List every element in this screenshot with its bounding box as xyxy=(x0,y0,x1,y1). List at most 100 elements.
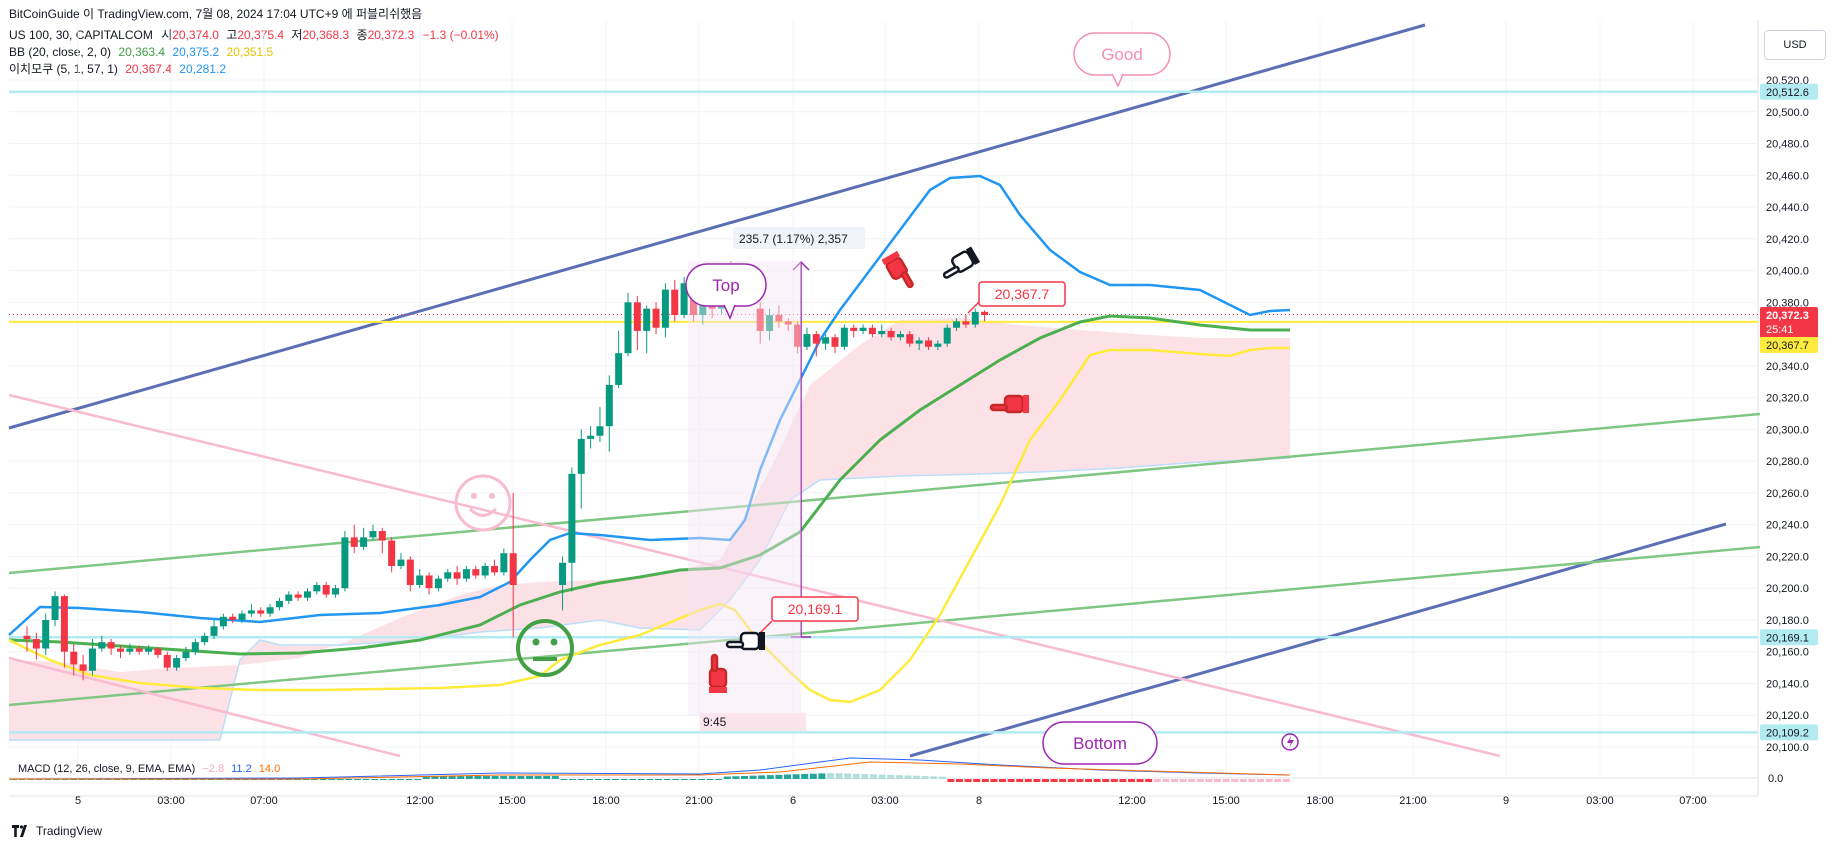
candle-body xyxy=(257,610,265,614)
price-tick-label: 20,260.0 xyxy=(1766,488,1809,500)
macd-hist-bar xyxy=(801,773,809,779)
candle-body xyxy=(313,585,321,592)
time-axis[interactable]: 5 03:00 07:00 12:00 15:00 18:00 21:00 6 03:00 8 12… xyxy=(75,795,1707,807)
macd-hist-bar xyxy=(543,776,551,779)
candle-body xyxy=(840,327,848,347)
macd-hist-bar xyxy=(508,776,516,779)
candle-body xyxy=(652,308,660,328)
ichimoku-label[interactable]: 이치모쿠 (5, 1, 57, 1) xyxy=(9,62,118,76)
candle-body xyxy=(784,321,792,325)
currency-button[interactable]: USD xyxy=(1764,30,1826,60)
candle-body xyxy=(605,384,613,427)
ichimoku-row: 이치모쿠 (5, 1, 57, 1) 20,367.4 20,281.2 xyxy=(9,61,499,78)
candle-body xyxy=(322,585,330,595)
callout-high-label[interactable]: 20,367.7 xyxy=(995,286,1050,302)
macd-hist-value: −2.8 xyxy=(202,763,225,775)
callout-low-box[interactable] xyxy=(771,596,859,622)
good-bubble-tail xyxy=(1111,73,1124,88)
green-trendline-lower[interactable] xyxy=(8,545,1761,707)
time-tick-label: 07:00 xyxy=(1679,795,1707,807)
smiley-eye-right xyxy=(489,493,495,499)
macd-hist-bar xyxy=(861,774,869,779)
candle-body xyxy=(350,537,358,547)
smiley-eye-left xyxy=(471,493,477,499)
price-tick-label: 20,480.0 xyxy=(1766,139,1809,151)
candle-body xyxy=(453,572,461,579)
macd-hist-bar xyxy=(680,779,688,780)
channel-line-lower[interactable] xyxy=(909,522,1727,758)
callout-high-box[interactable] xyxy=(978,281,1066,307)
macd-signal-line xyxy=(9,761,1291,780)
time-tick-label: 15:00 xyxy=(498,795,526,807)
macd-hist-bar xyxy=(758,775,766,779)
price-axis[interactable]: 20,520.020,500.020,480.020,460.020,440.0… xyxy=(1760,75,1818,785)
macd-hist-bar xyxy=(397,779,404,780)
pointing-hand-down-icon xyxy=(881,250,914,289)
candle-body xyxy=(201,635,209,643)
bb-label[interactable]: BB (20, close, 2, 0) xyxy=(9,45,112,59)
bb-upper-value: 20,375.2 xyxy=(172,45,220,59)
macd-hist-bar xyxy=(405,779,413,780)
bottom-label[interactable]: Bottom xyxy=(1073,734,1127,753)
bb-basis-line xyxy=(8,314,1290,656)
macd-hist-bar xyxy=(319,779,327,780)
callout-low-label[interactable]: 20,169.1 xyxy=(788,601,843,617)
green-trendline-upper[interactable] xyxy=(8,412,1761,575)
ichimoku-value-1: 20,367.4 xyxy=(125,62,172,76)
price-tick-label: 20,180.0 xyxy=(1766,615,1809,627)
neutral-eye-right xyxy=(550,638,558,646)
candle-body xyxy=(661,289,669,328)
macd-hist-bar xyxy=(526,776,533,779)
top-label[interactable]: Top xyxy=(712,276,739,295)
macd-hist-bar xyxy=(715,779,723,780)
measure-label[interactable]: 235.7 (1.17%) 2,357 xyxy=(739,232,848,246)
bb-upper-line xyxy=(8,174,1291,636)
horizontal-lines[interactable] xyxy=(9,90,1758,734)
annotations[interactable]: 235.7 (1.17%) 2,357 9:45 Top Good Bottom 20,1… xyxy=(454,32,1299,765)
macd-hist-bar xyxy=(500,776,508,779)
low-value: 20,368.3 xyxy=(302,28,350,42)
price-tick-label: 20,140.0 xyxy=(1766,678,1809,690)
time-range-label: 9:45 xyxy=(703,715,727,729)
pink-trendline-upper[interactable] xyxy=(8,393,1501,758)
macd-hist-bar xyxy=(483,776,490,779)
macd-hist-bar xyxy=(1282,779,1290,782)
candle-body xyxy=(416,575,424,586)
time-tick-label: 12:00 xyxy=(406,795,434,807)
macd-hist-bar xyxy=(990,779,998,782)
macd-hist-bar xyxy=(1085,779,1092,782)
top-bubble-tail xyxy=(723,304,736,320)
candle-body xyxy=(425,575,433,589)
pointing-hand-up-icon xyxy=(708,653,728,693)
macd-hist-bar xyxy=(895,775,903,779)
macd-label[interactable]: MACD (12, 26, close, 9, EMA, EMA) xyxy=(18,763,196,775)
price-tick-label: 20,500.0 xyxy=(1766,107,1809,119)
macd-hist-bar xyxy=(852,773,860,779)
good-label[interactable]: Good xyxy=(1101,45,1143,64)
time-tick-label: 07:00 xyxy=(250,795,278,807)
candle-body xyxy=(191,642,199,652)
footer-text: TradingView xyxy=(36,824,103,838)
price-tick-label: 20,320.0 xyxy=(1766,393,1809,405)
candle-body xyxy=(981,311,989,316)
macd-hist-bar xyxy=(655,779,662,780)
candle-body xyxy=(210,626,218,636)
lightning-icon[interactable] xyxy=(1281,733,1299,751)
macd-hist-bar xyxy=(1033,779,1041,782)
candle-body xyxy=(42,619,50,649)
macd-hist-bar xyxy=(1239,779,1247,782)
candle-body xyxy=(23,635,31,640)
macd-hist-bar xyxy=(766,775,774,779)
macd-pane xyxy=(8,757,1291,782)
time-tick-label: 03:00 xyxy=(157,795,185,807)
candle-body xyxy=(868,327,876,335)
price-tick-label: 20,420.0 xyxy=(1766,234,1809,246)
price-label-bottom-line-bg xyxy=(1760,724,1818,741)
candle-body xyxy=(896,334,904,338)
candle-body xyxy=(173,658,181,668)
bottom-bubble[interactable] xyxy=(1042,721,1158,765)
candle-body xyxy=(587,435,595,439)
macd-hist-bar xyxy=(930,776,938,779)
symbol-name[interactable]: US 100, 30, CAPITALCOM xyxy=(9,28,153,42)
